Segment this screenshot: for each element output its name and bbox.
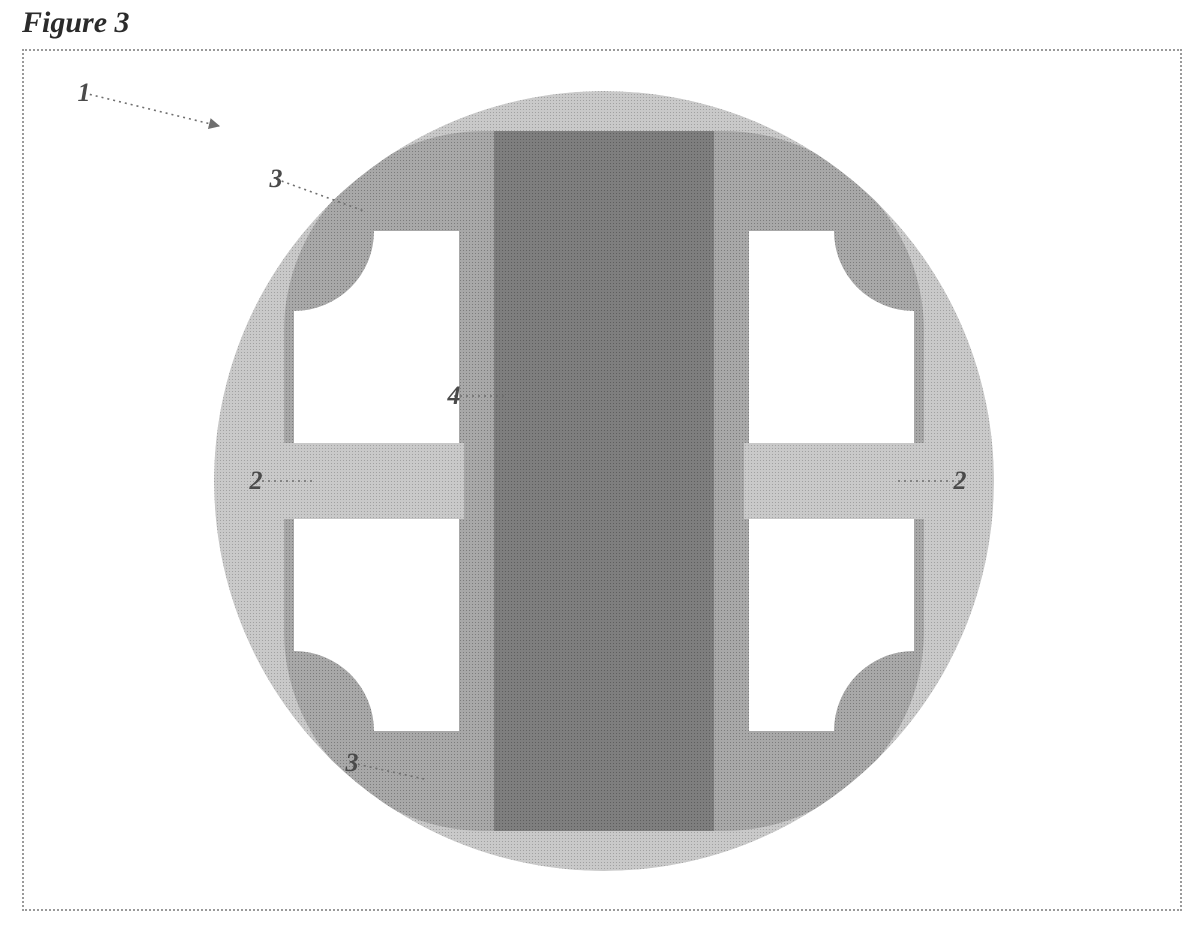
diagram-svg [24, 51, 1184, 913]
diagram-frame: 1 3 4 2 2 3 [22, 49, 1182, 911]
callout-label-2l: 2 [250, 466, 263, 496]
figure-title: Figure 3 [22, 6, 130, 40]
callout-label-3a: 3 [270, 164, 283, 194]
callout-label-4: 4 [448, 381, 461, 411]
callout-label-3b: 3 [346, 748, 359, 778]
callout-leader-1 [84, 93, 219, 126]
callout-label-1: 1 [78, 78, 91, 108]
callout-label-2r: 2 [954, 466, 967, 496]
